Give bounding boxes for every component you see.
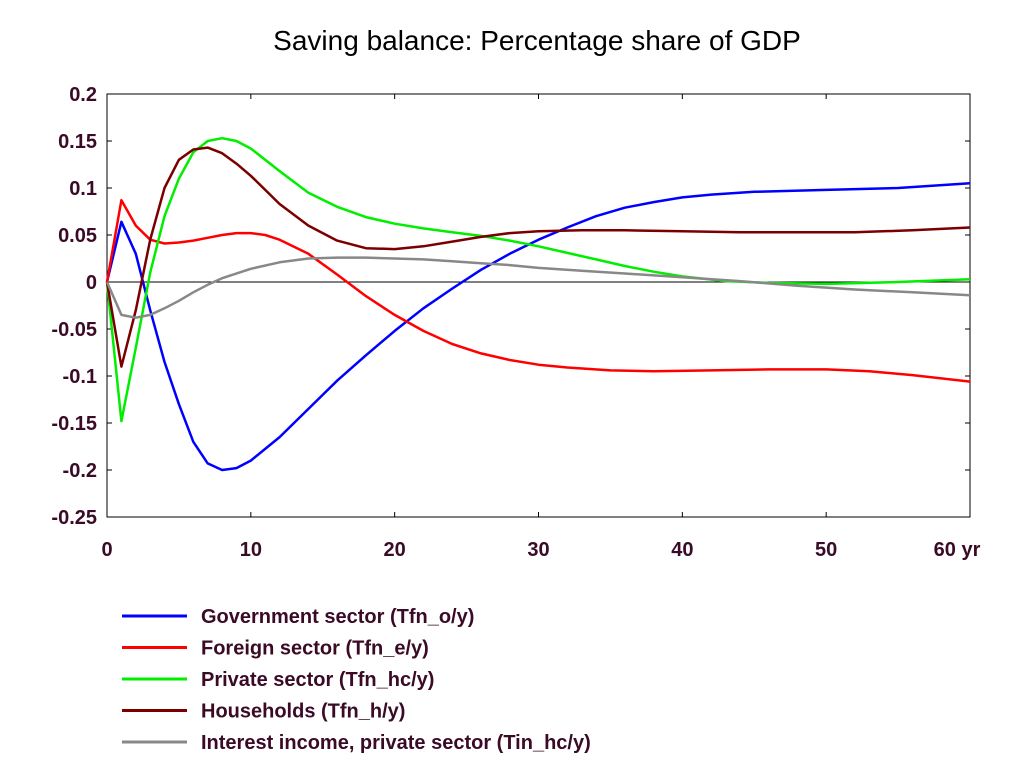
y-tick-label: 0.1	[69, 178, 97, 200]
y-tick-label: -0.2	[63, 460, 97, 482]
x-axis: 0 10 20 30 40 50 60 yr	[101, 94, 981, 561]
legend-label: Government sector (Tfn_o/y)	[201, 606, 474, 628]
series-line-2	[105, 136, 971, 423]
x-tick-label: 20	[384, 539, 406, 561]
y-tick-label: -0.1	[63, 366, 97, 388]
y-tick-label: -0.05	[51, 319, 97, 341]
x-tick-label: 0	[101, 539, 112, 561]
x-tick-label: 30	[527, 539, 549, 561]
series-line-1	[105, 198, 971, 383]
legend: Government sector (Tfn_o/y) Foreign secto…	[122, 606, 591, 754]
legend-label: Households (Tfn_h/y)	[201, 701, 405, 723]
y-tick-label: 0.2	[69, 84, 97, 106]
legend-label: Private sector (Tfn_hc/y)	[201, 669, 434, 691]
series-line-3	[105, 146, 971, 368]
x-tick-label: 10	[240, 539, 262, 561]
y-tick-label: 0	[86, 272, 97, 294]
y-tick-label: -0.15	[51, 413, 97, 435]
legend-label: Interest income, private sector (Tin_hc/…	[201, 732, 591, 754]
y-tick-label: 0.15	[58, 131, 97, 153]
legend-label: Foreign sector (Tfn_e/y)	[201, 638, 429, 660]
plot-frame	[106, 93, 971, 518]
y-axis: 0.2 0.15 0.1 0.05 0 -0.05 -0.1 -0.15 -0.2 -0.25	[51, 84, 970, 529]
x-tick-label: 50	[815, 539, 837, 561]
x-tick-label: 40	[671, 539, 693, 561]
chart-title: Saving balance: Percentage share of GDP	[273, 25, 801, 56]
x-tick-label: 60 yr	[934, 539, 981, 561]
y-tick-label: 0.05	[58, 225, 97, 247]
series-line-4	[105, 256, 971, 319]
y-tick-label: -0.25	[51, 507, 97, 529]
series-line-0	[105, 182, 971, 472]
series-lines	[105, 136, 971, 472]
